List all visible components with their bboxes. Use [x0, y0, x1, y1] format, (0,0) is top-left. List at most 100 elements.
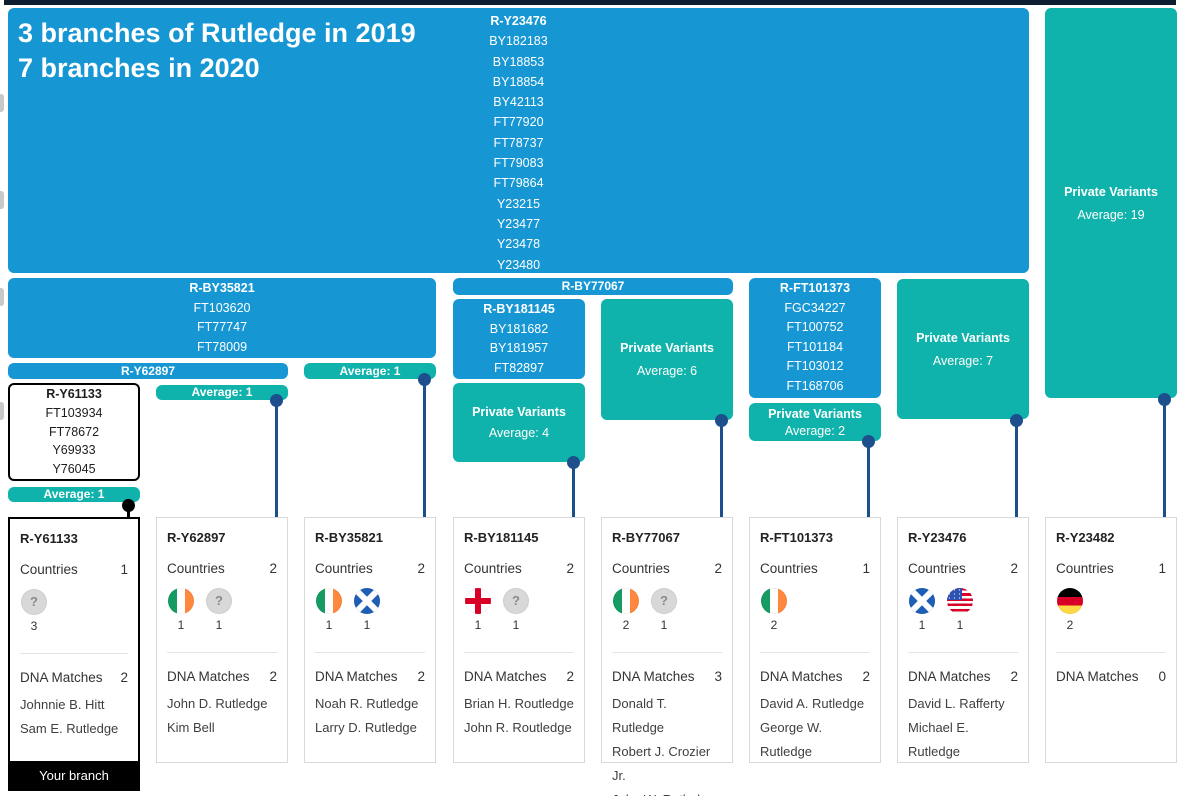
snp-label: FT78737	[493, 135, 544, 150]
block-r-by181145[interactable]: R-BY181145 BY181682 BY181957 FT82897	[453, 299, 585, 379]
card-haplogroup: R-FT101373	[760, 530, 833, 545]
flags-row: 2	[750, 588, 880, 644]
private-variants-label: Private Variants	[620, 341, 714, 355]
top-toolbar-edge	[4, 0, 1176, 5]
snp-label: FT168706	[786, 378, 844, 393]
block-average-1-col2[interactable]: Average: 1	[156, 385, 288, 400]
countries-count: 2	[1010, 561, 1018, 576]
block-r-y23476[interactable]: R-Y23476 BY182183 BY18853 BY18854 BY4211…	[8, 8, 1029, 273]
block-average-1-col3[interactable]: Average: 1	[304, 363, 436, 379]
haplogroup-label: R-BY181145	[483, 302, 555, 316]
haplogroup-label: R-BY77067	[561, 279, 625, 293]
connector-line	[1015, 421, 1018, 518]
connector-dot	[270, 394, 283, 407]
block-average-1-col1[interactable]: Average: 1	[8, 487, 140, 502]
flags-row: 1 ? 1	[157, 588, 287, 644]
germany-flag-icon	[1057, 588, 1083, 614]
flag-count: 2	[770, 618, 778, 632]
block-private-variants-7[interactable]: Private Variants Average: 7	[897, 279, 1029, 419]
average-label: Average: 1	[339, 364, 401, 378]
annotation-line-2: 7 branches in 2020	[18, 53, 260, 83]
divider	[1056, 652, 1166, 653]
block-private-variants-4[interactable]: Private Variants Average: 4	[453, 383, 585, 462]
snp-label: Y23480	[496, 257, 541, 272]
scotland-flag-icon	[909, 588, 935, 614]
snp-label: Y76045	[52, 462, 96, 477]
snp-label: FT101184	[786, 339, 844, 354]
dna-matches-row: DNA Matches 3	[602, 669, 732, 684]
snp-label: FT78009	[196, 339, 248, 354]
match-name: George W. Rutledge	[760, 720, 823, 759]
flags-row: 1 1	[305, 588, 435, 644]
dna-matches-row: DNA Matches 2	[454, 669, 584, 684]
flag-count: 1	[363, 618, 371, 632]
dna-matches-label: DNA Matches	[464, 669, 547, 684]
block-r-y61133[interactable]: R-Y61133 FT103934 FT78672 Y69933 Y76045	[8, 383, 140, 481]
divider	[315, 652, 425, 653]
average-label: Average: 1	[191, 385, 253, 399]
match-names: Donald T. Rutledge Robert J. Crozier Jr.…	[602, 692, 732, 796]
card-haplogroup: R-Y62897	[167, 530, 226, 545]
snp-label: BY18854	[492, 74, 545, 89]
dna-matches-label: DNA Matches	[1056, 669, 1139, 684]
divider	[612, 652, 722, 653]
dna-matches-label: DNA Matches	[612, 669, 695, 684]
connector-dot	[862, 435, 875, 448]
connector-dot	[1158, 393, 1171, 406]
block-private-variants-2[interactable]: Private Variants Average: 2	[749, 403, 881, 441]
dna-matches-count: 2	[566, 669, 574, 684]
match-name: Donald T. Rutledge	[612, 696, 667, 735]
countries-row: Countries 2	[602, 561, 732, 576]
snp-label: FT77747	[196, 320, 248, 334]
average-label: Average: 4	[488, 426, 550, 440]
snp-label: Y23478	[496, 237, 541, 252]
flag-count: 1	[660, 618, 668, 632]
block-r-by77067[interactable]: R-BY77067	[453, 278, 733, 295]
divider	[167, 652, 277, 653]
connector-dot	[418, 373, 431, 386]
average-label: Average: 19	[1077, 207, 1145, 222]
match-name: Robert J. Crozier Jr.	[612, 744, 711, 783]
connector-line	[1163, 400, 1166, 518]
card-haplogroup: R-BY35821	[315, 530, 383, 545]
match-name: Johnnie B. Hitt	[20, 697, 105, 712]
match-names: David A. Rutledge George W. Rutledge	[750, 692, 880, 764]
match-name: John D. Rutledge	[167, 696, 268, 711]
divider	[760, 652, 870, 653]
snp-label: Y23215	[496, 196, 541, 211]
private-variants-label: Private Variants	[916, 330, 1010, 345]
match-names: Brian H. Routledge John R. Routledge	[454, 692, 584, 740]
countries-row: Countries 2	[898, 561, 1028, 576]
block-private-variants-19[interactable]: Private Variants Average: 19	[1045, 8, 1177, 398]
countries-count: 1	[862, 561, 870, 576]
connector-line	[423, 380, 426, 518]
countries-label: Countries	[20, 562, 78, 577]
flag-count: 1	[512, 618, 520, 632]
annotation-text: 3 branches of Rutledge in 2019 7 branche…	[18, 16, 416, 86]
block-private-variants-6[interactable]: Private Variants Average: 6	[601, 299, 733, 420]
match-name: Brian H. Routledge	[464, 696, 574, 711]
dna-matches-count: 2	[862, 669, 870, 684]
countries-row: Countries 1	[1046, 561, 1176, 576]
haplogroup-label: R-Y62897	[120, 364, 176, 378]
dna-matches-count: 2	[269, 669, 277, 684]
match-name: Michael E. Rutledge	[908, 720, 969, 759]
connector-line	[127, 506, 130, 519]
unknown-flag-icon: ?	[503, 588, 529, 614]
average-label: Average: 1	[43, 487, 105, 501]
countries-row: Countries 2	[305, 561, 435, 576]
block-r-by35821[interactable]: R-BY35821 FT103620 FT77747 FT78009	[8, 278, 436, 358]
clipped-block-fragment	[0, 94, 4, 112]
flag-count: 1	[177, 618, 185, 632]
ireland-flag-icon	[316, 588, 342, 614]
block-r-ft101373[interactable]: R-FT101373 FGC34227 FT100752 FT101184 FT…	[749, 278, 881, 398]
block-r-y62897[interactable]: R-Y62897	[8, 363, 288, 379]
countries-label: Countries	[908, 561, 966, 576]
dna-matches-label: DNA Matches	[167, 669, 250, 684]
countries-label: Countries	[464, 561, 522, 576]
average-label: Average: 7	[932, 353, 994, 368]
match-name: Noah R. Rutledge	[315, 696, 419, 711]
match-names: David L. Rafferty Michael E. Rutledge	[898, 692, 1028, 764]
divider	[908, 652, 1018, 653]
